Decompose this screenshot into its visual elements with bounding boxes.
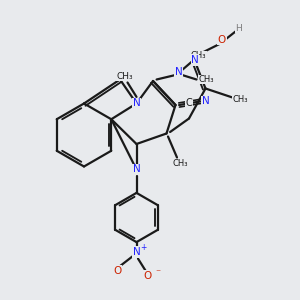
Text: O: O <box>144 271 152 281</box>
Text: N: N <box>202 96 209 106</box>
Text: CH₃: CH₃ <box>232 94 248 103</box>
Text: O: O <box>113 266 121 276</box>
Text: CH₃: CH₃ <box>116 72 133 81</box>
Text: CH₃: CH₃ <box>191 51 206 60</box>
Text: N: N <box>133 98 140 109</box>
Text: H: H <box>235 24 242 33</box>
Text: N: N <box>175 67 182 77</box>
Text: N: N <box>191 55 199 65</box>
Text: +: + <box>140 243 146 252</box>
Text: O: O <box>218 35 226 45</box>
Text: N: N <box>133 247 140 257</box>
Text: ⁻: ⁻ <box>155 268 160 279</box>
Text: CH₃: CH₃ <box>172 159 188 168</box>
Text: C: C <box>186 98 192 109</box>
Text: N: N <box>133 164 140 175</box>
Text: CH₃: CH₃ <box>198 75 214 84</box>
